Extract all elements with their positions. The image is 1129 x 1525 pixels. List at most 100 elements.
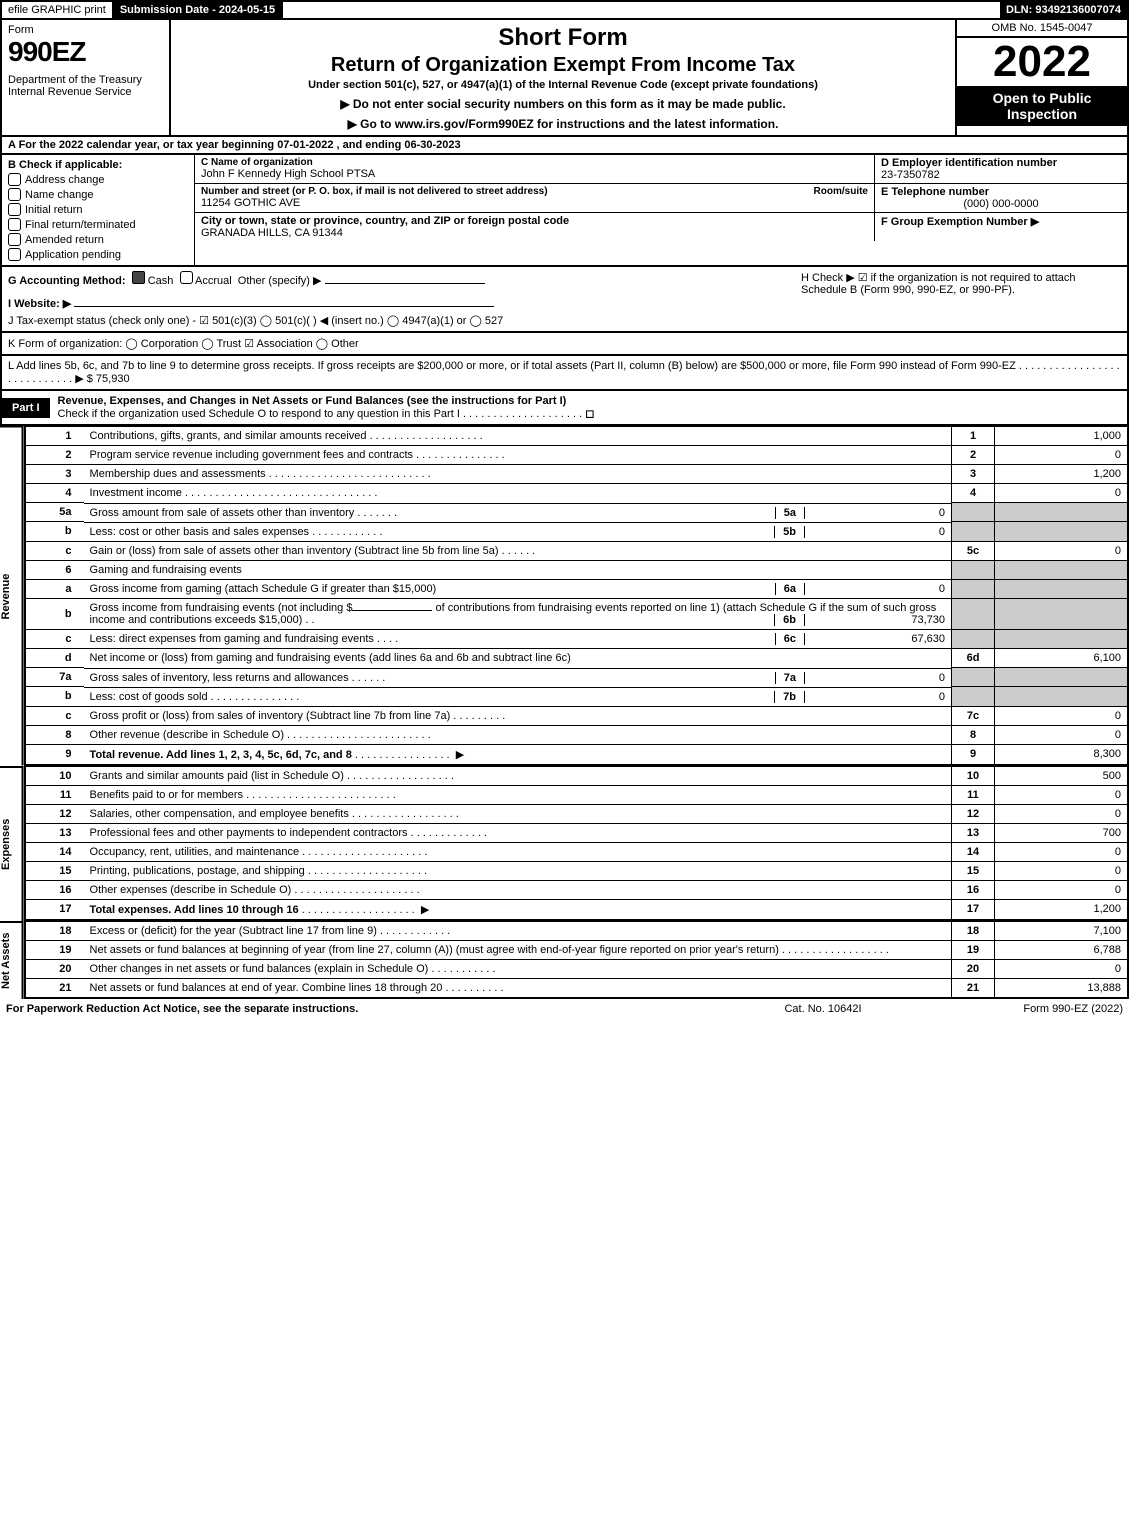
line-5c-amt: 0 [995,541,1129,560]
line-2-num: 2 [952,446,995,465]
g-cash: Cash [148,275,174,287]
line-7b-text: Less: cost of goods sold . . . . . . . .… [90,691,775,703]
line-13-num: 13 [952,823,995,842]
line-16-num: 16 [952,880,995,899]
line-9-num: 9 [952,744,995,765]
expenses-table: 10Grants and similar amounts paid (list … [24,766,1129,921]
form-number: 990EZ [8,36,163,68]
line-10-num: 10 [952,766,995,785]
website-blank[interactable] [74,306,494,307]
line-19-num: 19 [952,940,995,959]
checkbox-final-return[interactable] [8,218,21,231]
line-19-text: Net assets or fund balances at beginning… [84,940,952,959]
line-9-text: Total revenue. Add lines 1, 2, 3, 4, 5c,… [84,744,952,765]
part-i-header: Part I Revenue, Expenses, and Changes in… [0,391,1129,426]
box-d: D Employer identification number 23-7350… [875,155,1127,184]
city-label: City or town, state or province, country… [201,215,868,227]
g-accrual: Accrual [195,275,232,287]
line-11-amt: 0 [995,785,1129,804]
checkbox-address-change[interactable] [8,173,21,186]
line-18-num: 18 [952,921,995,940]
line-21-num: 21 [952,978,995,998]
row-k: K Form of organization: ◯ Corporation ◯ … [0,333,1129,356]
checkbox-application-pending[interactable] [8,248,21,261]
efile-label: efile GRAPHIC print [2,2,114,18]
line-15-num: 15 [952,861,995,880]
line-6b-text: Gross income from fundraising events (no… [84,599,952,630]
box-street: Number and street (or P. O. box, if mail… [195,184,875,213]
line-18-text: Excess or (deficit) for the year (Subtra… [84,921,952,940]
d-label: D Employer identification number [881,157,1121,169]
e-label: E Telephone number [881,186,1121,198]
line-1-amt: 1,000 [995,427,1129,446]
checkbox-initial-return[interactable] [8,203,21,216]
line-18-amt: 7,100 [995,921,1129,940]
checkbox-accrual[interactable] [180,271,193,284]
g-other-blank[interactable] [325,283,485,284]
line-5c-num: 5c [952,541,995,560]
netassets-table: 18Excess or (deficit) for the year (Subt… [24,921,1129,999]
title-return: Return of Organization Exempt From Incom… [179,54,947,77]
checkbox-amended-return[interactable] [8,233,21,246]
i-label: I Website: ▶ [8,298,71,310]
line-5b-text: Less: cost or other basis and sales expe… [90,526,775,538]
part-i-check: Check if the organization used Schedule … [58,408,460,420]
line-17-text: Total expenses. Add lines 10 through 16 … [84,899,952,920]
column-b: B Check if applicable: Address change Na… [2,155,195,265]
line-6a-subamt: 0 [805,583,945,595]
line-16-text: Other expenses (describe in Schedule O) … [84,880,952,899]
line-15-amt: 0 [995,861,1129,880]
line-13-text: Professional fees and other payments to … [84,823,952,842]
city: GRANADA HILLS, CA 91344 [201,227,868,239]
line-11-text: Benefits paid to or for members . . . . … [84,785,952,804]
cb-label: Final return/terminated [25,219,136,231]
line-7a-subamt: 0 [805,672,945,684]
line-4-text: Investment income . . . . . . . . . . . … [84,484,952,503]
line-8-num: 8 [952,725,995,744]
box-e: E Telephone number (000) 000-0000 [875,184,1127,213]
row-l: L Add lines 5b, 6c, and 7b to line 9 to … [0,356,1129,391]
line-6d-num: 6d [952,649,995,668]
box-city: City or town, state or province, country… [195,213,875,241]
g-label: G Accounting Method: [8,275,126,287]
line-2-amt: 0 [995,446,1129,465]
line-16-amt: 0 [995,880,1129,899]
part-i-checkbox[interactable]: ◻ [585,408,594,420]
tax-year: 2022 [957,38,1127,86]
line-7c-amt: 0 [995,706,1129,725]
line-3-num: 3 [952,465,995,484]
line-2-text: Program service revenue including govern… [84,446,952,465]
top-bar: efile GRAPHIC print Submission Date - 20… [0,0,1129,20]
under-section: Under section 501(c), 527, or 4947(a)(1)… [179,79,947,91]
telephone: (000) 000-0000 [881,198,1121,210]
line-7a-text: Gross sales of inventory, less returns a… [90,672,775,684]
cb-label: Name change [25,189,94,201]
checkbox-name-change[interactable] [8,188,21,201]
line-14-num: 14 [952,842,995,861]
box-c-name: C Name of organization John F Kennedy Hi… [195,155,875,184]
org-name: John F Kennedy High School PTSA [201,168,868,180]
line-5a-subamt: 0 [805,507,945,519]
checkbox-cash[interactable] [132,271,145,284]
line-6c-subamt: 67,630 [805,633,945,645]
line-5a-sub: 5a [775,507,805,519]
line-1-num: 1 [952,427,995,446]
street: 11254 GOTHIC AVE [201,197,868,209]
line-14-amt: 0 [995,842,1129,861]
h-text: H Check ▶ ☑ if the organization is not r… [801,271,1121,327]
part-i-desc: Revenue, Expenses, and Changes in Net As… [58,395,567,407]
title-short-form: Short Form [179,24,947,52]
cb-label: Application pending [25,249,121,261]
line-7b-sub: 7b [774,691,805,703]
line-17-amt: 1,200 [995,899,1129,920]
open-public-badge: Open to Public Inspection [957,86,1127,126]
omb-number: OMB No. 1545-0047 [957,20,1127,38]
section-b-to-f: B Check if applicable: Address change Na… [0,155,1129,267]
line-11-num: 11 [952,785,995,804]
line-6-text: Gaming and fundraising events [84,560,952,579]
line-7b-subamt: 0 [805,691,945,703]
line-3-text: Membership dues and assessments . . . . … [84,465,952,484]
line-21-amt: 13,888 [995,978,1129,998]
line-20-text: Other changes in net assets or fund bala… [84,959,952,978]
line-6a-text: Gross income from gaming (attach Schedul… [90,583,775,595]
